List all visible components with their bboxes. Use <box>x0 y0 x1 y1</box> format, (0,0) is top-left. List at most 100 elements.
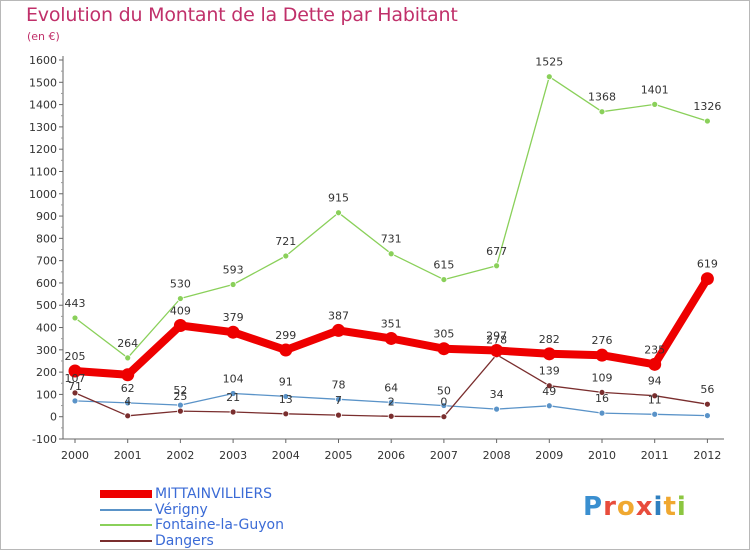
series-point <box>176 295 184 302</box>
series-point <box>651 100 659 108</box>
series-point <box>651 392 659 400</box>
series-point <box>229 408 237 416</box>
data-label: 49 <box>542 385 556 398</box>
series-point <box>279 343 293 357</box>
data-label: 7 <box>335 394 342 407</box>
data-label: 107 <box>65 372 86 385</box>
series-point <box>282 393 290 400</box>
series-point <box>598 108 606 116</box>
logo-letter: P <box>583 492 604 522</box>
data-label: 721 <box>275 235 296 248</box>
data-label: 91 <box>279 375 293 388</box>
x-tick-label: 2009 <box>535 449 563 462</box>
proxiti-logo: Proxiti <box>583 492 687 522</box>
legend-label: Fontaine-la-Guyon <box>155 517 284 533</box>
data-label: 1326 <box>693 100 721 113</box>
y-tick-label: 700 <box>36 255 57 268</box>
data-label: 139 <box>539 365 560 378</box>
series-point <box>490 343 504 357</box>
y-tick-label: 400 <box>36 322 57 335</box>
series-point <box>335 209 342 217</box>
data-label: 1368 <box>588 91 616 104</box>
x-tick-label: 2001 <box>114 449 142 462</box>
x-tick-label: 2000 <box>61 449 89 462</box>
data-label: 619 <box>697 258 718 271</box>
series-point <box>384 331 398 345</box>
data-label: 50 <box>437 385 451 398</box>
series-point <box>542 347 556 361</box>
series-point <box>437 342 451 356</box>
y-tick-label: 300 <box>36 344 57 357</box>
y-tick-label: 1000 <box>29 188 57 201</box>
data-label: 615 <box>433 259 454 272</box>
data-label: 52 <box>173 384 187 397</box>
data-label: 34 <box>490 388 504 401</box>
x-tick-label: 2012 <box>693 449 721 462</box>
series-point <box>173 319 187 333</box>
data-label: 71 <box>68 380 82 393</box>
y-tick-label: 1400 <box>29 99 57 112</box>
series-point <box>282 410 290 418</box>
series-point <box>387 250 395 258</box>
series-point <box>545 382 553 390</box>
x-tick-label: 2008 <box>483 449 511 462</box>
legend-label: MITTAINVILLIERS <box>155 486 273 502</box>
series-point <box>71 389 79 397</box>
y-tick-label: 1500 <box>29 76 57 89</box>
data-label: 0 <box>440 396 447 409</box>
y-tick-label: 1600 <box>29 54 57 67</box>
series-point <box>440 276 448 283</box>
series-point <box>493 262 501 270</box>
data-label: 731 <box>381 233 402 246</box>
data-label: 78 <box>332 378 346 391</box>
data-label: 299 <box>275 329 296 342</box>
data-label: 235 <box>644 343 665 356</box>
legend-swatch <box>100 539 152 542</box>
series-point <box>704 412 711 419</box>
data-label: 21 <box>226 391 240 404</box>
y-tick-label: 0 <box>50 411 57 424</box>
series-point <box>176 407 184 415</box>
series-point <box>124 412 132 420</box>
y-tick-label: 1300 <box>29 121 57 134</box>
data-label: 94 <box>648 375 662 388</box>
series-point <box>282 252 290 260</box>
series-point <box>595 348 609 362</box>
x-tick-label: 2006 <box>377 449 405 462</box>
series-point <box>332 323 345 337</box>
series-point <box>229 281 237 288</box>
legend-swatch <box>100 490 152 498</box>
series-point <box>387 412 395 420</box>
data-label: 16 <box>595 392 609 405</box>
data-label: 409 <box>170 305 191 318</box>
data-label: 282 <box>539 333 560 346</box>
series-point <box>124 399 132 407</box>
data-label: 530 <box>170 278 191 291</box>
series-point <box>598 389 606 396</box>
data-label: 25 <box>173 390 187 403</box>
series-point <box>335 411 342 419</box>
data-label: 4 <box>124 395 131 408</box>
y-tick-label: 1200 <box>29 143 57 156</box>
x-tick-label: 2003 <box>219 449 247 462</box>
logo-letter: t <box>663 492 677 522</box>
data-label: 205 <box>65 350 86 363</box>
series-point <box>598 409 606 417</box>
data-label: 915 <box>328 192 349 205</box>
data-label: 677 <box>486 245 507 258</box>
chart-subtitle: (en €) <box>27 30 60 43</box>
x-tick-label: 2010 <box>588 449 616 462</box>
logo-letter: r <box>603 492 617 522</box>
x-tick-label: 2011 <box>641 449 669 462</box>
y-tick-label: 500 <box>36 299 57 312</box>
data-label: 305 <box>433 328 454 341</box>
series-point <box>71 314 79 322</box>
data-label: 1401 <box>641 83 669 96</box>
series-point <box>704 400 711 408</box>
series-point <box>651 410 659 418</box>
y-tick-label: 1100 <box>29 165 57 178</box>
series-point <box>648 357 662 371</box>
legend-label: Vérigny <box>155 501 208 518</box>
